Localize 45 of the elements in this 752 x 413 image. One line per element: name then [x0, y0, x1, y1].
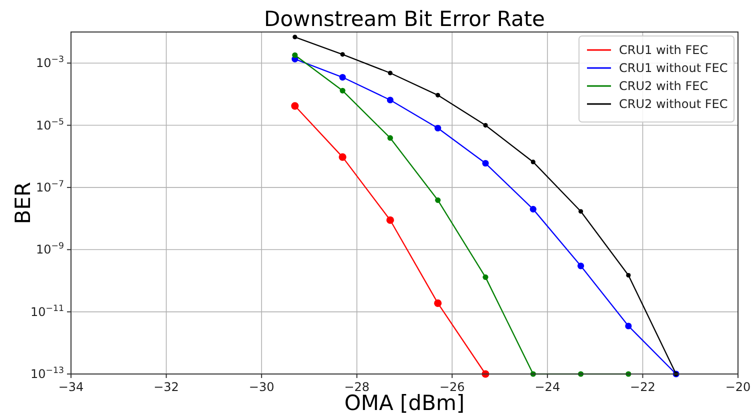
y-axis-title: BER [11, 182, 35, 224]
point [339, 74, 346, 81]
point [386, 216, 394, 224]
point [340, 88, 346, 94]
point [625, 322, 632, 330]
point [436, 92, 440, 98]
x-axis-title: OMA [dBm] [344, 391, 465, 413]
x-tick-label: −34 [58, 380, 84, 394]
point [530, 206, 536, 212]
x-tick-label: −28 [344, 380, 370, 394]
point [434, 299, 442, 307]
point [388, 70, 393, 76]
x-tick-label: −24 [534, 380, 560, 394]
point [626, 272, 631, 278]
point [578, 209, 584, 214]
x-tick-label: −26 [439, 380, 465, 394]
legend-label: CRU1 without FEC [619, 61, 728, 75]
point [292, 52, 298, 58]
x-tick-label: −22 [630, 380, 656, 394]
y-tick-label: 10$^{−7}$ [36, 179, 64, 194]
point [387, 135, 394, 141]
chart-title: Downstream Bit Error Rate [264, 7, 545, 31]
point [434, 124, 442, 132]
point [482, 274, 488, 280]
point [386, 96, 394, 104]
y-tick-label: 10$^{−5}$ [36, 117, 64, 132]
point [435, 197, 441, 203]
x-tick-label: −20 [725, 380, 751, 394]
point [340, 52, 345, 57]
point [577, 262, 584, 270]
point [530, 160, 536, 164]
y-tick-label: 10$^{−9}$ [36, 242, 64, 257]
legend-label: CRU2 with FEC [619, 79, 708, 93]
point [482, 160, 489, 167]
legend-label: CRU2 without FEC [619, 97, 728, 111]
point [483, 122, 488, 128]
y-tick-label: 10$^{−11}$ [30, 304, 64, 319]
x-tick-label: −32 [154, 380, 179, 394]
y-tick-label: 10$^{−13}$ [30, 366, 64, 381]
y-tick-label: 10$^{−3}$ [36, 55, 64, 70]
x-tick-label: −30 [248, 380, 274, 394]
legend-label: CRU1 with FEC [619, 43, 708, 57]
point [291, 102, 299, 110]
point [292, 34, 298, 40]
point [338, 153, 346, 161]
